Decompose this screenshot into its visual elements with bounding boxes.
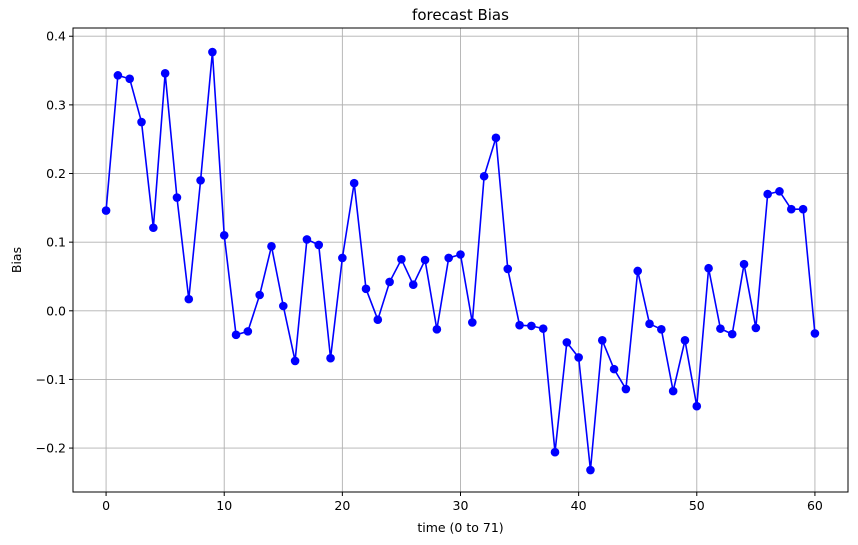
data-point xyxy=(609,364,619,374)
data-point xyxy=(527,321,536,331)
y-tick-label: 0.3 xyxy=(46,97,66,112)
data-point xyxy=(231,330,241,340)
data-point xyxy=(385,277,394,287)
x-tick-label: 30 xyxy=(453,498,469,513)
data-point xyxy=(597,336,607,345)
data-point xyxy=(550,447,560,457)
data-point xyxy=(645,319,654,329)
data-point xyxy=(432,325,442,334)
data-point xyxy=(278,301,288,311)
data-point xyxy=(633,266,643,276)
data-point xyxy=(692,401,702,411)
data-point xyxy=(562,338,572,347)
x-axis-label: time (0 to 71) xyxy=(417,520,503,535)
data-point xyxy=(810,329,820,338)
data-point xyxy=(113,71,123,80)
data-point xyxy=(491,133,501,143)
y-tick-label: 0.1 xyxy=(46,235,66,250)
data-point xyxy=(137,117,146,127)
data-point xyxy=(172,193,182,202)
data-point xyxy=(515,320,524,330)
y-tick-label: 0.4 xyxy=(46,29,66,44)
data-point xyxy=(125,74,135,84)
data-point xyxy=(149,223,158,233)
data-point xyxy=(739,259,749,269)
x-tick-label: 60 xyxy=(807,498,823,513)
data-point xyxy=(361,284,371,294)
y-axis-label: Bias xyxy=(9,247,24,273)
x-tick-label: 10 xyxy=(216,498,232,513)
series-bias xyxy=(101,47,820,475)
data-point xyxy=(574,353,583,362)
data-point xyxy=(349,178,359,188)
data-point xyxy=(243,327,253,336)
data-point xyxy=(208,47,217,57)
data-point xyxy=(479,171,489,181)
data-point xyxy=(680,336,690,345)
y-tick-label: 0.2 xyxy=(46,166,66,181)
data-point xyxy=(751,323,761,333)
data-point xyxy=(775,187,784,196)
data-point xyxy=(302,235,312,244)
data-point xyxy=(255,290,264,300)
grid-lines xyxy=(73,28,848,492)
data-point xyxy=(184,294,194,304)
data-point xyxy=(290,356,300,366)
axis-ticks: 0 10 20 30 40 50 60 −0.2 −0.1 0.0 0.1 0.2 0.3 0.4 xyxy=(36,29,823,513)
data-point xyxy=(798,204,808,214)
data-point xyxy=(727,329,737,339)
data-point xyxy=(538,324,548,333)
chart-title: forecast Bias xyxy=(412,6,509,24)
data-point xyxy=(456,250,465,259)
data-point xyxy=(763,189,772,199)
data-point xyxy=(786,204,796,214)
data-point xyxy=(408,280,418,290)
data-point xyxy=(716,324,725,333)
y-tick-label: −0.2 xyxy=(36,441,66,456)
x-tick-label: 0 xyxy=(102,498,110,513)
y-tick-label: −0.1 xyxy=(36,372,66,387)
data-point xyxy=(338,253,347,263)
data-point xyxy=(704,263,713,273)
data-point xyxy=(621,384,631,394)
x-tick-label: 40 xyxy=(571,498,587,513)
data-point xyxy=(503,264,513,274)
data-point xyxy=(397,255,406,264)
data-point xyxy=(420,255,430,265)
data-point xyxy=(219,230,229,240)
data-point xyxy=(101,206,111,215)
data-point xyxy=(668,386,678,396)
data-point xyxy=(468,318,477,327)
data-point xyxy=(326,353,335,363)
data-point xyxy=(196,176,205,185)
data-point xyxy=(314,240,324,250)
x-tick-label: 50 xyxy=(689,498,705,513)
data-point xyxy=(267,241,276,251)
data-point xyxy=(586,465,595,475)
data-point xyxy=(373,315,383,325)
x-tick-label: 20 xyxy=(334,498,350,513)
data-point xyxy=(444,253,453,263)
data-point xyxy=(657,325,666,334)
data-point xyxy=(160,69,170,78)
y-tick-label: 0.0 xyxy=(46,303,66,318)
